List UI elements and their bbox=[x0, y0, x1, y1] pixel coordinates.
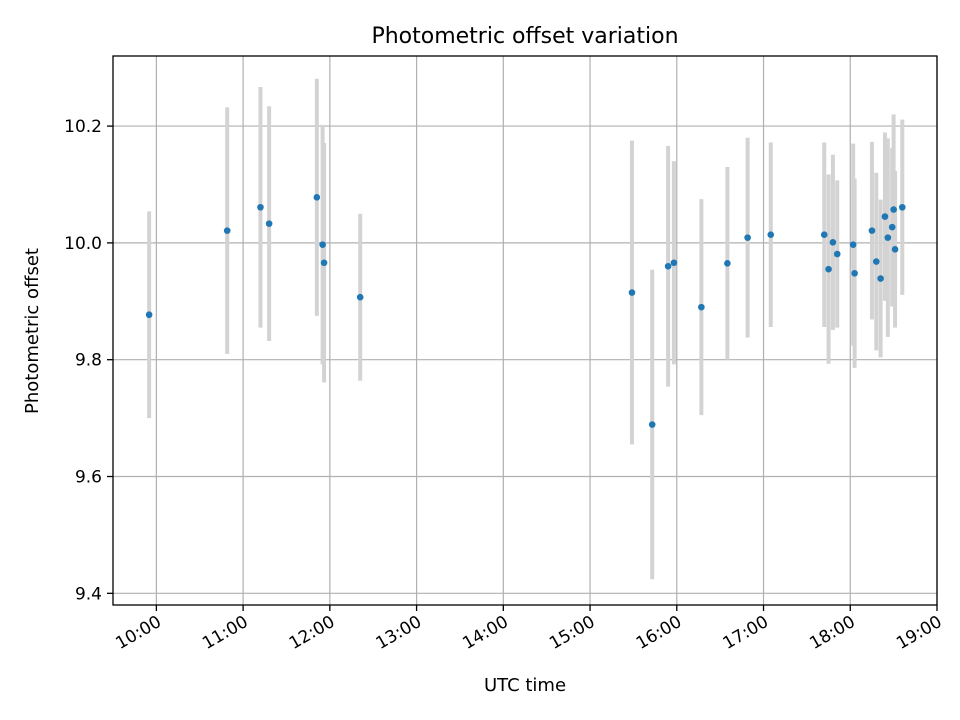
data-point bbox=[868, 227, 876, 234]
y-tick-label: 10.0 bbox=[64, 234, 102, 254]
data-point bbox=[145, 311, 153, 319]
grid-lines bbox=[113, 56, 938, 605]
y-tick-label: 9.4 bbox=[75, 584, 102, 604]
data-point bbox=[648, 421, 656, 428]
y-tick-label: 10.2 bbox=[64, 117, 102, 137]
data-point bbox=[670, 259, 678, 267]
data-point bbox=[223, 227, 231, 234]
data-point bbox=[698, 303, 705, 311]
data-point bbox=[356, 293, 364, 301]
data-point bbox=[319, 241, 326, 248]
x-tick-label: 16:00 bbox=[633, 612, 685, 654]
data-point bbox=[724, 260, 731, 267]
data-point bbox=[257, 203, 264, 211]
y-tick-label: 9.6 bbox=[75, 468, 102, 488]
error-bars bbox=[147, 78, 905, 580]
x-tick-label: 15:00 bbox=[546, 612, 598, 654]
x-tick-label: 12:00 bbox=[286, 612, 338, 654]
x-tick-label: 17:00 bbox=[720, 612, 772, 654]
data-point bbox=[767, 231, 775, 239]
data-point bbox=[899, 203, 906, 211]
data-point bbox=[888, 223, 896, 231]
data-point bbox=[884, 234, 892, 241]
x-tick-label: 18:00 bbox=[806, 612, 858, 654]
data-point bbox=[320, 259, 328, 267]
data-point bbox=[891, 246, 899, 253]
data-point bbox=[820, 231, 828, 239]
data-point bbox=[851, 269, 858, 277]
data-point bbox=[265, 220, 273, 227]
y-tick-label: 9.8 bbox=[75, 351, 102, 371]
data-point bbox=[744, 234, 751, 241]
x-axis-ticks: 10:00 11:00 12:00 13:00 14:00 15:00 16:00 17:00… bbox=[112, 605, 946, 654]
data-point bbox=[825, 265, 832, 273]
data-point bbox=[849, 241, 857, 248]
y-axis-ticks: 9.4 9.6 9.8 10.0 10.2 bbox=[64, 117, 113, 604]
x-tick-label: 14:00 bbox=[459, 612, 511, 654]
data-point bbox=[313, 194, 321, 201]
data-point bbox=[881, 213, 889, 220]
data-point bbox=[664, 262, 672, 270]
data-point bbox=[890, 206, 897, 213]
data-point bbox=[877, 275, 884, 282]
data-points bbox=[145, 194, 906, 428]
x-tick-label: 13:00 bbox=[373, 612, 425, 654]
data-point bbox=[833, 250, 841, 258]
y-axis-label: Photometric offset bbox=[22, 248, 43, 414]
data-point bbox=[628, 289, 636, 296]
data-point bbox=[829, 239, 837, 246]
chart-title: Photometric offset variation bbox=[371, 24, 678, 49]
x-tick-label: 19:00 bbox=[893, 612, 945, 654]
plot-frame bbox=[112, 55, 938, 606]
x-axis-label: UTC time bbox=[484, 675, 566, 696]
x-tick-label: 10:00 bbox=[112, 612, 164, 654]
data-point bbox=[872, 258, 880, 265]
x-tick-label: 11:00 bbox=[199, 612, 251, 654]
